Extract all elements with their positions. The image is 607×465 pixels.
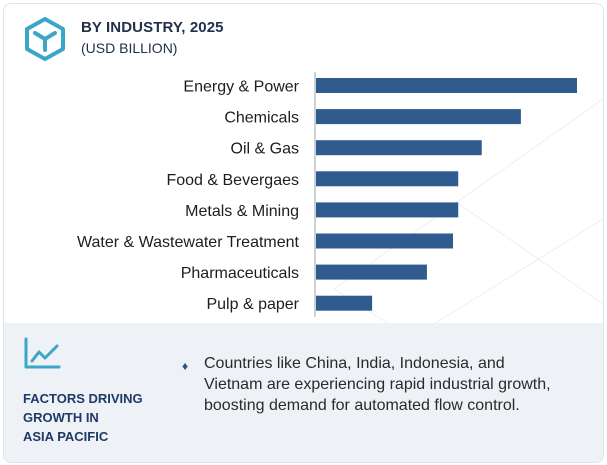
category-label: Oil & Gas bbox=[231, 141, 299, 158]
industry-bar-chart: Energy & Power Chemicals Oil & Gas Food & B… bbox=[77, 72, 577, 317]
bar bbox=[316, 264, 427, 280]
bar bbox=[316, 78, 577, 93]
category-label: Metals & Mining bbox=[185, 203, 299, 220]
factors-heading: FACTORS DRIVING GROWTH IN ASIA PACIFIC bbox=[23, 389, 173, 446]
trend-line-icon bbox=[24, 337, 61, 369]
category-label: Pharmaceuticals bbox=[181, 265, 299, 282]
chart-title: BY INDUSTRY, 2025 bbox=[81, 19, 224, 36]
factors-heading-line: FACTORS DRIVING bbox=[23, 391, 143, 406]
diamond-bullet-icon: ♦ bbox=[182, 359, 189, 373]
bar bbox=[316, 295, 373, 311]
hexagon-cube-logo-icon bbox=[25, 17, 65, 61]
category-label: Chemicals bbox=[224, 110, 299, 127]
infographic-card: BY INDUSTRY, 2025 (USD BILLION) Energy &… bbox=[3, 3, 604, 463]
category-label: Pulp & paper bbox=[206, 296, 299, 313]
category-label: Water & Wastewater Treatment bbox=[77, 234, 300, 251]
bar bbox=[316, 171, 459, 187]
bar bbox=[316, 140, 482, 156]
factors-heading-line: GROWTH IN bbox=[23, 410, 99, 425]
bar bbox=[316, 202, 459, 218]
factors-heading-line: ASIA PACIFIC bbox=[23, 429, 109, 444]
bar bbox=[316, 109, 521, 125]
bar bbox=[316, 233, 454, 249]
chart-subtitle: (USD BILLION) bbox=[81, 40, 178, 56]
factors-panel: FACTORS DRIVING GROWTH IN ASIA PACIFIC ♦… bbox=[4, 323, 603, 462]
category-label: Energy & Power bbox=[183, 79, 299, 96]
category-label: Food & Bevergaes bbox=[166, 172, 299, 189]
factors-text: Countries like China, India, Indonesia, … bbox=[204, 355, 551, 414]
